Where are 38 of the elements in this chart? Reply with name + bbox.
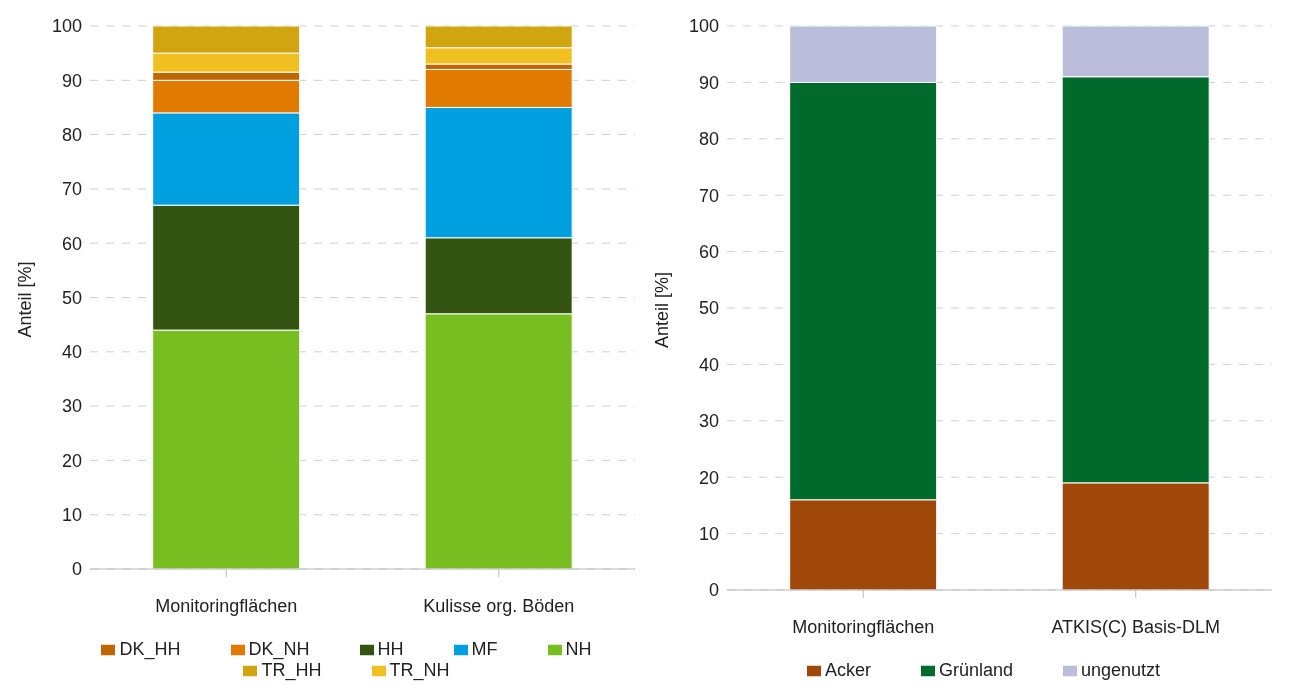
y-axis-title: Anteil [%] [15, 261, 36, 338]
legend-label: ungenutzt [1081, 660, 1161, 680]
y-tick-label: 100 [688, 16, 719, 37]
legend-label: MF [471, 639, 498, 659]
y-tick-label: 0 [71, 559, 82, 580]
y-tick-label: 50 [698, 298, 719, 319]
legend-label: TR_HH [261, 660, 322, 680]
y-tick-label: 60 [698, 241, 719, 262]
x-tick-label: Monitoringflächen [792, 616, 935, 637]
x-tick-label: ATKIS(C) Basis-DLM [1051, 616, 1221, 637]
y-tick-label: 80 [698, 129, 719, 150]
y-tick-label: 10 [698, 523, 719, 544]
y-tick-label: 20 [61, 450, 82, 471]
y-tick-label: 0 [708, 580, 719, 601]
y-tick-label: 10 [61, 505, 82, 526]
y-tick-label: 40 [61, 342, 82, 363]
y-tick-label: 100 [51, 16, 82, 37]
x-tick-label: Kulisse org. Böden [423, 595, 575, 616]
legend-label: NH [565, 639, 592, 659]
y-tick-label: 80 [61, 124, 82, 145]
y-tick-label: 60 [61, 233, 82, 254]
legend-label: TR_NH [389, 660, 450, 680]
y-tick-label: 90 [61, 70, 82, 91]
y-tick-label: 70 [698, 185, 719, 206]
y-tick-label: 30 [61, 396, 82, 417]
y-tick-label: 70 [61, 179, 82, 200]
legend-label: DK_NH [248, 639, 310, 659]
y-tick-label: 40 [698, 354, 719, 375]
legend-label: Grünland [938, 660, 1013, 680]
y-tick-label: 90 [698, 72, 719, 93]
y-tick-label: 30 [698, 411, 719, 432]
legend-label: HH [377, 639, 404, 659]
legend-label: Acker [824, 660, 871, 680]
x-tick-label: Monitoringflächen [155, 595, 298, 616]
y-axis-title: Anteil [%] [652, 271, 673, 348]
legend-label: DK_HH [119, 639, 181, 659]
y-tick-label: 50 [61, 287, 82, 308]
y-tick-label: 20 [698, 467, 719, 488]
